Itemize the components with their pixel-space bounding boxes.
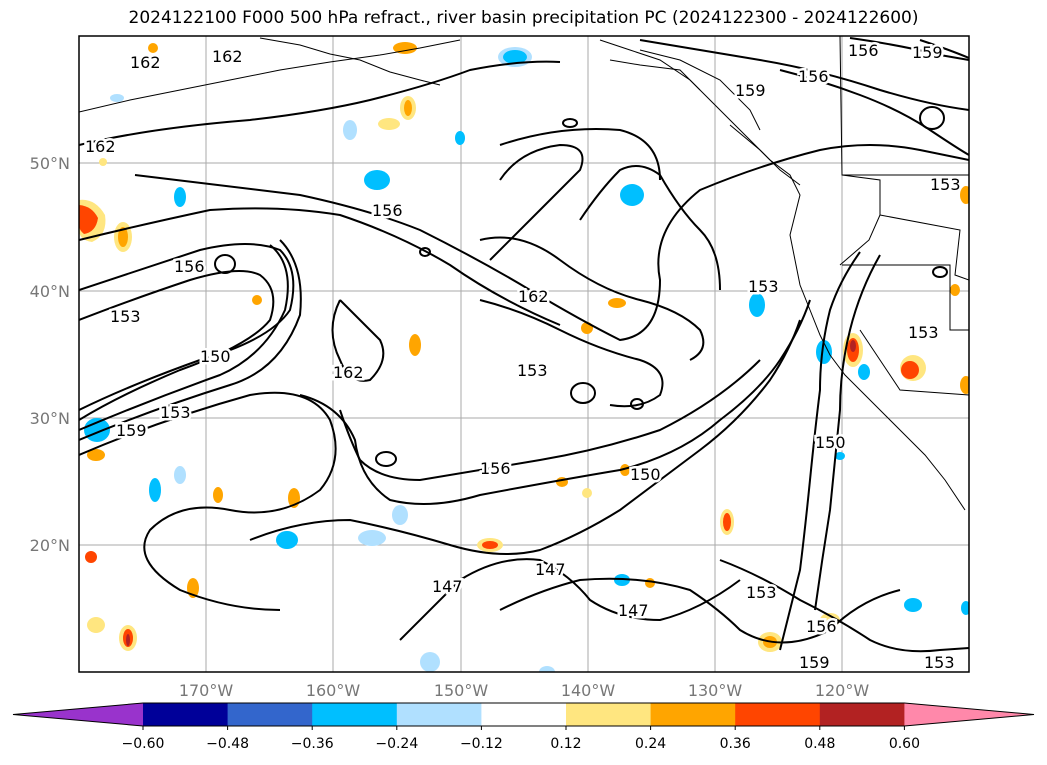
lat-label: 40°N bbox=[30, 282, 70, 301]
contour-label: 156 bbox=[848, 41, 879, 60]
contour-label: 150 bbox=[815, 433, 846, 452]
colorbar-segment bbox=[566, 703, 652, 726]
contour-label: 153 bbox=[924, 653, 955, 672]
contour-label: 159 bbox=[799, 653, 830, 672]
colorbar-segment bbox=[227, 703, 313, 726]
small-contours bbox=[214, 106, 948, 467]
colorbar: −0.60 −0.48 −0.36 −0.24 −0.12 0.12 0.24 0.36 0.4… bbox=[12, 702, 1035, 752]
contour-label: 147 bbox=[432, 577, 463, 596]
contour-label: 153 bbox=[517, 361, 548, 380]
contour-labels: 162 162 162 156 159 156 159 153 156 153 … bbox=[83, 39, 964, 675]
contour-label: 153 bbox=[908, 323, 939, 342]
lat-label: 50°N bbox=[30, 154, 70, 173]
contour-label: 153 bbox=[160, 403, 191, 422]
contour-label: 150 bbox=[630, 465, 661, 484]
contour-label: 153 bbox=[110, 307, 141, 326]
contour-label: 159 bbox=[912, 43, 943, 62]
contour-label: 162 bbox=[212, 47, 243, 66]
colorbar-segment bbox=[396, 703, 482, 726]
colorbar-tick-label: 0.24 bbox=[635, 736, 666, 752]
colorbar-extend-low bbox=[13, 703, 143, 726]
lon-label: 120°W bbox=[815, 681, 870, 700]
lon-label: 160°W bbox=[306, 681, 361, 700]
refractivity-contours bbox=[79, 37, 969, 653]
colorbar-tick-label: −0.60 bbox=[122, 736, 165, 752]
precipitation-shading bbox=[79, 42, 969, 672]
colorbar-tick-label: 0.12 bbox=[550, 736, 581, 752]
latitude-labels: 50°N 40°N 30°N 20°N bbox=[30, 154, 70, 555]
longitude-labels: 170°W 160°W 150°W 140°W 130°W 120°W bbox=[179, 681, 870, 700]
contour-label: 159 bbox=[116, 421, 147, 440]
contour-label: 159 bbox=[735, 81, 766, 100]
lat-label: 20°N bbox=[30, 536, 70, 555]
colorbar-segment bbox=[819, 703, 905, 726]
contour-label: 150 bbox=[200, 347, 231, 366]
colorbar-tick-label: −0.36 bbox=[291, 736, 334, 752]
gridlines bbox=[79, 36, 969, 672]
lon-label: 170°W bbox=[179, 681, 234, 700]
colorbar-tick-label: −0.48 bbox=[206, 736, 249, 752]
lat-label: 30°N bbox=[30, 409, 70, 428]
coastlines bbox=[79, 36, 969, 511]
lon-label: 150°W bbox=[434, 681, 489, 700]
colorbar-segment bbox=[312, 703, 398, 726]
contour-label: 156 bbox=[372, 201, 403, 220]
contour-label: 162 bbox=[85, 137, 116, 156]
colorbar-tick-label: 0.48 bbox=[804, 736, 835, 752]
colorbar-tick-label: 0.60 bbox=[889, 736, 920, 752]
contour-label: 147 bbox=[618, 601, 649, 620]
contour-label: 153 bbox=[930, 175, 961, 194]
colorbar-tick-label: −0.24 bbox=[375, 736, 418, 752]
colorbar-segment bbox=[650, 703, 736, 726]
map-title: 2024122100 F000 500 hPa refract., river … bbox=[128, 8, 919, 28]
contour-label: 162 bbox=[518, 287, 549, 306]
contour-label: 162 bbox=[333, 363, 364, 382]
colorbar-segment bbox=[143, 703, 229, 726]
map-frame bbox=[78, 35, 970, 673]
contour-label: 156 bbox=[806, 617, 837, 636]
contour-label: 156 bbox=[480, 459, 511, 478]
lon-label: 130°W bbox=[688, 681, 743, 700]
contour-label: 153 bbox=[746, 583, 777, 602]
contour-label: 156 bbox=[174, 257, 205, 276]
lon-label: 140°W bbox=[561, 681, 616, 700]
colorbar-extend-high bbox=[904, 703, 1034, 726]
colorbar-segment bbox=[481, 703, 567, 726]
colorbar-tick-label: −0.12 bbox=[460, 736, 503, 752]
contour-label: 153 bbox=[748, 277, 779, 296]
contour-label: 162 bbox=[130, 53, 161, 72]
contour-label: 156 bbox=[798, 67, 829, 86]
contour-label: 147 bbox=[535, 560, 566, 579]
colorbar-tick-label: 0.36 bbox=[720, 736, 751, 752]
colorbar-segment bbox=[735, 703, 821, 726]
